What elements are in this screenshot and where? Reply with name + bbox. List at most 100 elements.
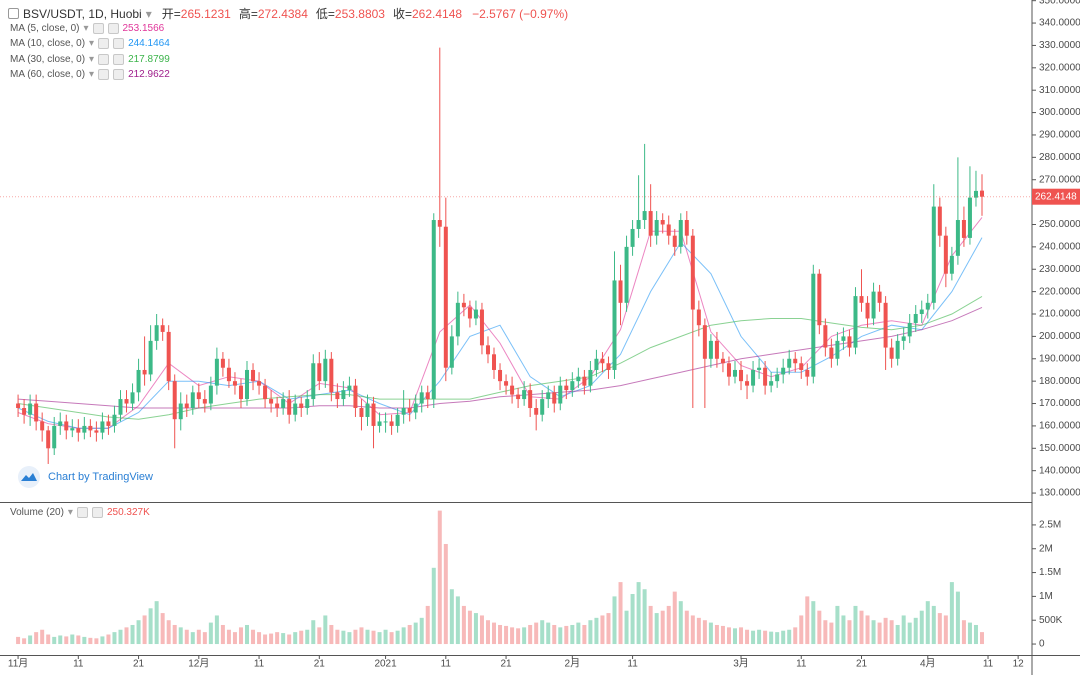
candle-body xyxy=(696,309,701,326)
volume-bar xyxy=(353,629,358,645)
candle-body xyxy=(28,403,33,415)
candle-body xyxy=(702,325,707,359)
candle-body xyxy=(287,399,292,415)
volume-bar xyxy=(853,605,858,645)
volume-bar xyxy=(275,632,280,645)
candle-body xyxy=(516,394,521,400)
volume-bar xyxy=(293,632,298,645)
volume-bar xyxy=(925,601,930,645)
y-tick-label: 350.0000 xyxy=(1039,0,1080,6)
close-icon[interactable] xyxy=(113,38,125,50)
candle-body xyxy=(492,354,497,370)
volume-bar xyxy=(473,613,478,645)
volume-bar xyxy=(154,601,159,645)
tv-logo xyxy=(18,466,40,488)
x-tick-label: 21 xyxy=(314,659,326,670)
candle-body xyxy=(606,363,611,370)
x-tick-label: 21 xyxy=(133,659,145,670)
volume-bar xyxy=(684,610,689,645)
volume-bar xyxy=(492,622,497,645)
close-label: 收= xyxy=(392,7,412,21)
candle-body xyxy=(739,369,744,382)
close-icon[interactable] xyxy=(91,507,103,518)
dropdown-arrow[interactable]: ▾ xyxy=(89,68,95,80)
volume-bar xyxy=(46,634,51,645)
volume-bar xyxy=(190,632,195,645)
y-tick-label: 180.0000 xyxy=(1039,376,1080,387)
candle-body xyxy=(148,340,153,375)
dropdown-arrow[interactable]: ▾ xyxy=(145,6,152,21)
volume-bar xyxy=(745,629,750,645)
candle-body xyxy=(359,408,364,417)
dropdown-arrow[interactable]: ▾ xyxy=(89,53,95,65)
volume-bar xyxy=(377,632,382,645)
candle-body xyxy=(883,302,888,348)
candle-body xyxy=(534,408,539,415)
volume-bar xyxy=(88,637,93,645)
candle-body xyxy=(473,309,478,319)
close-icon[interactable] xyxy=(107,23,119,34)
volume-bar xyxy=(443,543,448,645)
volume-bar xyxy=(510,627,515,645)
candle-body xyxy=(160,325,165,332)
volume-bar xyxy=(347,632,352,645)
y-tick-label: 160.0000 xyxy=(1039,421,1080,432)
candle-body xyxy=(931,206,936,303)
dropdown-arrow[interactable]: ▾ xyxy=(83,23,89,34)
volume-bar xyxy=(238,627,243,645)
volume-bar xyxy=(576,622,581,645)
candle-body xyxy=(263,385,268,400)
candle-body xyxy=(251,369,256,382)
volume-bar xyxy=(961,620,966,645)
settings-icon[interactable] xyxy=(98,68,110,80)
volume-bar xyxy=(829,622,834,645)
candle-body xyxy=(648,211,653,236)
volume-bar xyxy=(431,567,436,645)
candle-body xyxy=(58,421,63,426)
volume-bar xyxy=(419,617,424,645)
candle-body xyxy=(142,369,147,375)
close-icon[interactable] xyxy=(113,53,125,65)
volume-bar xyxy=(648,605,653,645)
volume-bar xyxy=(913,617,918,645)
watermark[interactable]: Chart by TradingView xyxy=(18,466,153,488)
collapse-icon[interactable] xyxy=(8,8,19,19)
candle-body xyxy=(937,206,942,236)
volume-bar xyxy=(799,615,804,645)
volume-bar xyxy=(371,630,376,645)
candle-body xyxy=(708,340,713,359)
volume-bar xyxy=(100,636,105,645)
settings-icon[interactable] xyxy=(98,53,110,65)
candle-body xyxy=(214,358,219,386)
volume-bar xyxy=(220,624,225,645)
close-icon[interactable] xyxy=(113,68,125,80)
volume-value: 250.327K xyxy=(106,507,150,518)
settings-icon[interactable] xyxy=(98,38,110,50)
candle-body xyxy=(413,403,418,413)
y-tick-label: 310.0000 xyxy=(1039,85,1080,96)
volume-bar xyxy=(594,617,599,645)
volume-bar xyxy=(263,634,268,645)
volume-tick-label: 0 xyxy=(1039,639,1045,650)
high-value: 272.4384 xyxy=(257,7,308,21)
volume-bar xyxy=(901,615,906,645)
candle-body xyxy=(895,340,900,359)
candle-body xyxy=(323,358,328,382)
volume-bar xyxy=(455,596,460,645)
volume-bar xyxy=(606,613,611,645)
ma-legend: MA (30, close, 0) ▾ 217.8799 xyxy=(10,53,170,65)
settings-icon[interactable] xyxy=(92,23,104,34)
volume-bar xyxy=(775,632,780,645)
candle-body xyxy=(781,367,786,375)
candle-body xyxy=(576,376,581,382)
volume-bar xyxy=(588,620,593,645)
candle-body xyxy=(612,280,617,370)
volume-bar xyxy=(751,630,756,645)
ma-line xyxy=(17,237,983,429)
settings-icon[interactable] xyxy=(76,507,88,518)
volume-bar xyxy=(389,632,394,645)
dropdown-arrow[interactable]: ▾ xyxy=(89,38,95,50)
volume-bar xyxy=(781,630,786,645)
volume-tick-label: 500K xyxy=(1039,615,1063,626)
volume-bar xyxy=(714,624,719,645)
